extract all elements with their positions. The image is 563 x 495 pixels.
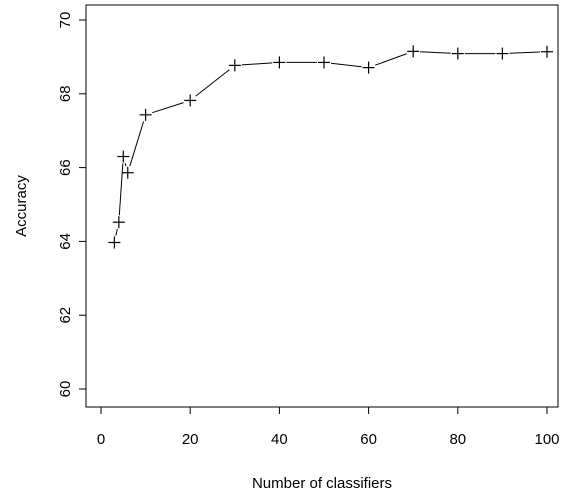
y-axis-title: Accuracy: [13, 175, 30, 237]
series-line-segment: [124, 163, 127, 167]
data-point: [117, 150, 130, 163]
plot-frame: [85, 4, 559, 408]
data-point: [496, 47, 509, 60]
data-point: [139, 108, 152, 121]
data-point: [184, 94, 197, 107]
data-point: [273, 56, 286, 69]
series-layer: [108, 45, 553, 249]
x-tick-label: 0: [97, 431, 105, 448]
x-tick-label: 20: [182, 431, 199, 448]
data-point: [362, 61, 375, 74]
x-tick-label: 80: [449, 431, 466, 448]
series-line-segment: [118, 163, 124, 216]
series-line-segment: [152, 102, 184, 114]
x-tick-label: 60: [360, 431, 377, 448]
series-line-segment: [509, 51, 541, 54]
data-point: [112, 216, 125, 229]
data-point: [108, 236, 121, 249]
y-tick-label: 64: [57, 233, 74, 250]
y-tick-label: 70: [57, 12, 74, 29]
series-line-segment: [420, 51, 451, 54]
data-point: [121, 166, 134, 179]
series-line-segment: [195, 69, 230, 97]
y-tick-label: 60: [57, 381, 74, 398]
x-axis: 0 20 40 60 80 100: [97, 406, 560, 448]
series-line-segment: [129, 121, 145, 167]
series-line-segment: [330, 62, 362, 68]
data-point: [541, 45, 553, 58]
series-line-segment: [375, 53, 407, 66]
x-tick-label: 100: [534, 431, 559, 448]
y-tick-label: 66: [57, 159, 74, 176]
x-tick-label: 40: [271, 431, 288, 448]
data-point: [451, 47, 464, 60]
x-axis-title: Number of classifiers: [252, 475, 392, 492]
series-line-segment: [241, 62, 273, 66]
data-point: [318, 56, 330, 69]
series-line-segment: [115, 228, 118, 236]
data-point: [228, 59, 241, 72]
y-tick-label: 62: [57, 307, 74, 324]
y-axis: 60 62 64 66 68 70: [57, 12, 87, 398]
y-tick-label: 68: [57, 85, 74, 102]
data-point: [407, 45, 420, 58]
